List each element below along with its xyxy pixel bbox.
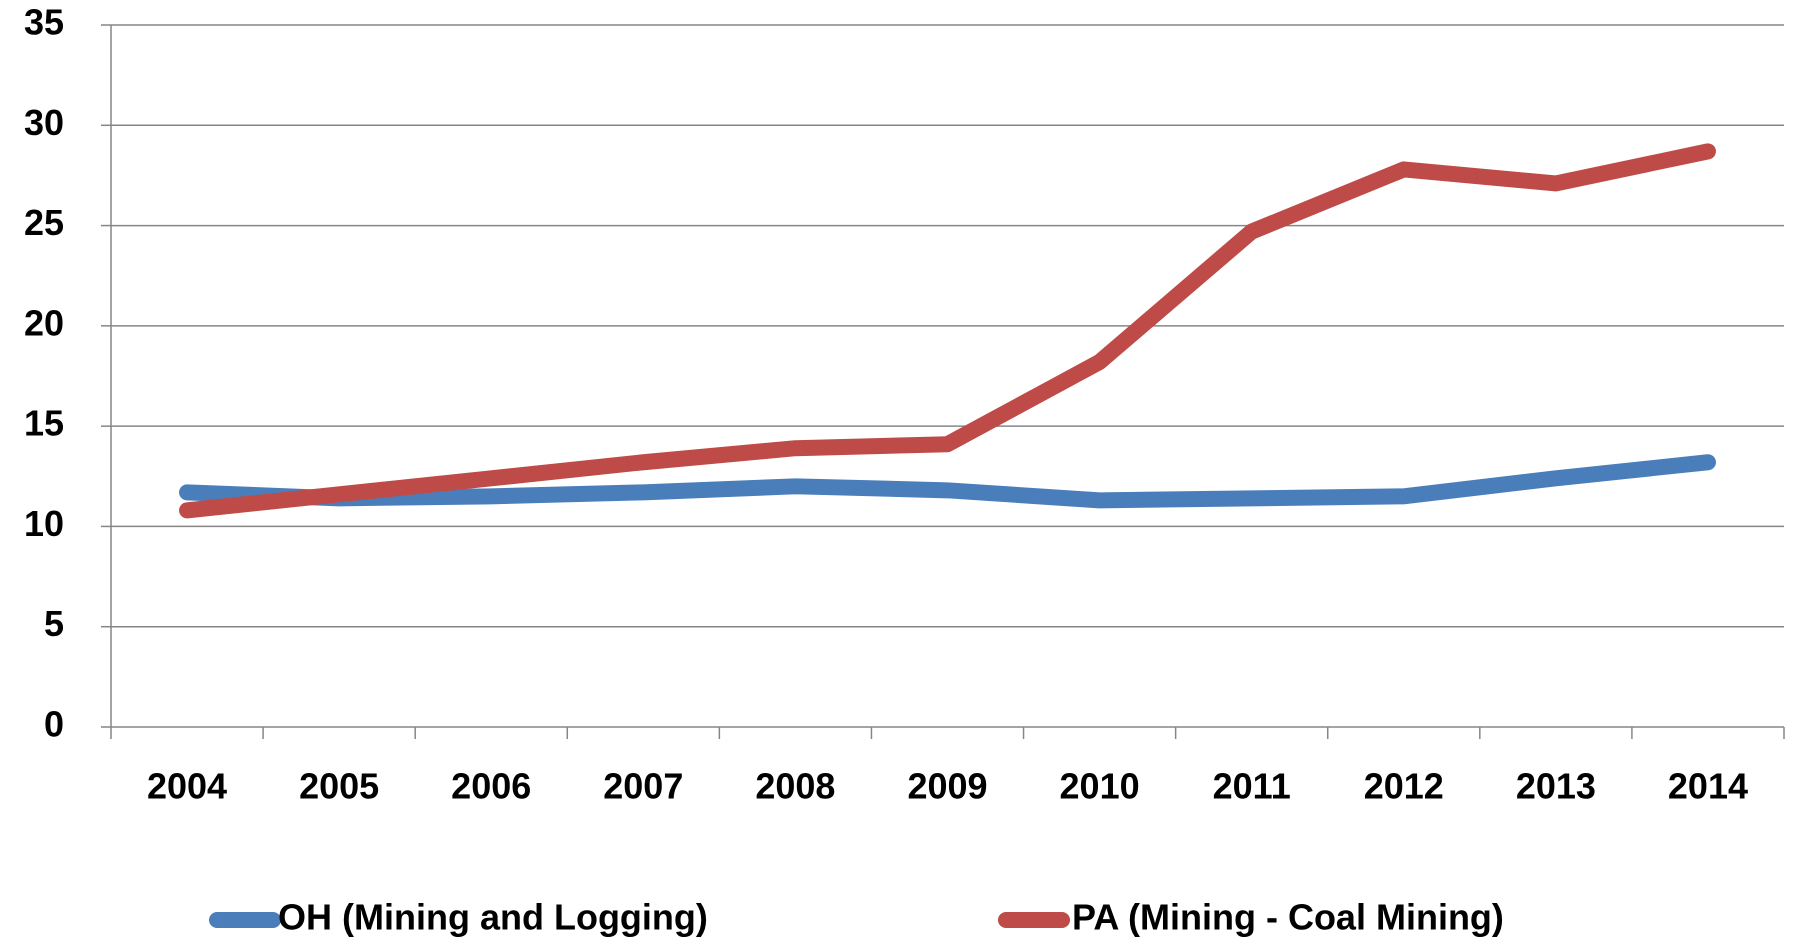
x-tick-label: 2008 xyxy=(755,766,835,807)
legend-label: OH (Mining and Logging) xyxy=(278,897,708,938)
y-tick-label: 25 xyxy=(24,202,64,243)
y-tick-label: 30 xyxy=(24,102,64,143)
x-tick-label: 2009 xyxy=(907,766,987,807)
y-tick-label: 15 xyxy=(24,403,64,444)
x-tick-label: 2013 xyxy=(1516,766,1596,807)
y-tick-label: 20 xyxy=(24,302,64,343)
x-tick-label: 2014 xyxy=(1668,766,1748,807)
x-tick-label: 2006 xyxy=(451,766,531,807)
x-tick-label: 2010 xyxy=(1060,766,1140,807)
series-line xyxy=(179,143,1716,519)
legend-label: PA (Mining - Coal Mining) xyxy=(1072,897,1504,938)
x-tick-label: 2011 xyxy=(1213,766,1291,807)
x-tick-label: 2005 xyxy=(299,766,379,807)
x-tick-label: 2012 xyxy=(1364,766,1444,807)
x-tick-label: 2007 xyxy=(603,766,683,807)
y-tick-label: 5 xyxy=(44,603,64,644)
series-line xyxy=(179,454,1716,509)
y-tick-label: 10 xyxy=(24,503,64,544)
y-tick-label: 35 xyxy=(24,2,64,43)
x-tick-label: 2004 xyxy=(147,766,227,807)
y-tick-label: 0 xyxy=(44,704,64,745)
